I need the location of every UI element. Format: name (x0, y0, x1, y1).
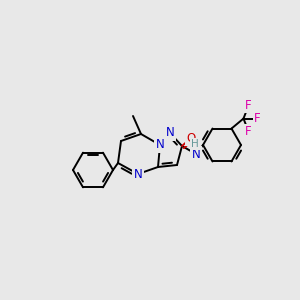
Text: F: F (245, 125, 252, 138)
Text: H: H (191, 139, 199, 149)
Text: F: F (245, 99, 252, 112)
Text: N: N (166, 127, 174, 140)
Text: F: F (254, 112, 261, 125)
Text: N: N (134, 167, 142, 181)
Text: N: N (156, 139, 164, 152)
Text: N: N (192, 148, 200, 160)
Text: O: O (186, 131, 196, 145)
